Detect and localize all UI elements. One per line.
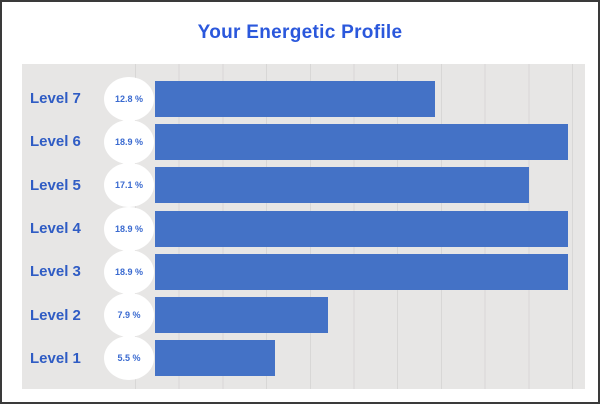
bar-track (155, 340, 585, 377)
bar-track (155, 123, 585, 160)
bar-track (155, 253, 585, 290)
percentage-badge: 18.9 % (104, 249, 154, 294)
chart-row: Level 2 7.9 % (22, 293, 585, 338)
level-label: Level 5 (30, 176, 81, 194)
value-bar (155, 123, 568, 160)
bar-track (155, 210, 585, 247)
bar-chart-plot-area: Level 7 12.8 % Level 6 18.9 % Level 5 17.1 % L… (22, 64, 585, 389)
chart-title: Your Energetic Profile (197, 22, 403, 43)
percentage-badge: 17.1 % (104, 163, 154, 208)
value-bar (155, 297, 328, 334)
chart-row: Level 5 17.1 % (22, 163, 585, 208)
bar-chart-rows: Level 7 12.8 % Level 6 18.9 % Level 5 17.1 % L… (22, 76, 585, 381)
value-bar (155, 340, 276, 377)
value-bar (155, 80, 435, 117)
level-label: Level 7 (30, 90, 81, 108)
level-label: Level 1 (30, 349, 81, 367)
value-bar (155, 210, 568, 247)
percentage-badge: 5.5 % (104, 336, 154, 381)
value-bar (155, 253, 568, 290)
value-bar (155, 167, 529, 204)
chart-row: Level 1 5.5 % (22, 336, 585, 381)
bar-track (155, 297, 585, 334)
percentage-badge: 18.9 % (104, 119, 154, 164)
chart-row: Level 4 18.9 % (22, 206, 585, 251)
chart-row: Level 3 18.9 % (22, 249, 585, 294)
percentage-badge: 7.9 % (104, 293, 154, 338)
percentage-badge: 18.9 % (104, 206, 154, 251)
bar-track (155, 167, 585, 204)
level-label: Level 6 (30, 133, 81, 151)
level-label: Level 3 (30, 263, 81, 281)
chart-row: Level 7 12.8 % (22, 76, 585, 121)
level-label: Level 2 (30, 306, 81, 324)
level-label: Level 4 (30, 220, 81, 238)
chart-row: Level 6 18.9 % (22, 119, 585, 164)
bar-track (155, 80, 585, 117)
percentage-badge: 12.8 % (104, 76, 154, 121)
